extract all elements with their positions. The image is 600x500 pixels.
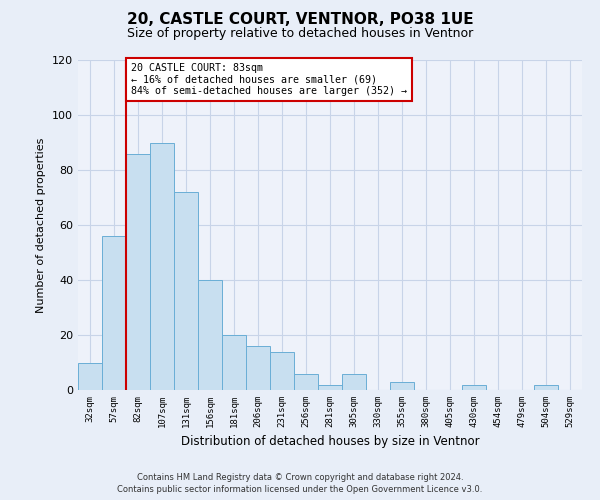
Bar bbox=[294, 374, 318, 390]
Bar bbox=[246, 346, 270, 390]
Bar bbox=[198, 280, 222, 390]
Bar bbox=[462, 384, 486, 390]
Bar bbox=[78, 362, 102, 390]
Bar bbox=[270, 352, 294, 390]
Y-axis label: Number of detached properties: Number of detached properties bbox=[37, 138, 46, 312]
Text: Size of property relative to detached houses in Ventnor: Size of property relative to detached ho… bbox=[127, 28, 473, 40]
X-axis label: Distribution of detached houses by size in Ventnor: Distribution of detached houses by size … bbox=[181, 436, 479, 448]
Text: Contains HM Land Registry data © Crown copyright and database right 2024.
Contai: Contains HM Land Registry data © Crown c… bbox=[118, 472, 482, 494]
Bar bbox=[150, 142, 174, 390]
Bar bbox=[342, 374, 366, 390]
Bar bbox=[390, 382, 414, 390]
Bar bbox=[222, 335, 246, 390]
Text: 20, CASTLE COURT, VENTNOR, PO38 1UE: 20, CASTLE COURT, VENTNOR, PO38 1UE bbox=[127, 12, 473, 28]
Bar bbox=[174, 192, 198, 390]
Bar bbox=[126, 154, 150, 390]
Text: 20 CASTLE COURT: 83sqm
← 16% of detached houses are smaller (69)
84% of semi-det: 20 CASTLE COURT: 83sqm ← 16% of detached… bbox=[131, 62, 407, 96]
Bar bbox=[534, 384, 558, 390]
Bar bbox=[318, 384, 342, 390]
Bar bbox=[102, 236, 126, 390]
